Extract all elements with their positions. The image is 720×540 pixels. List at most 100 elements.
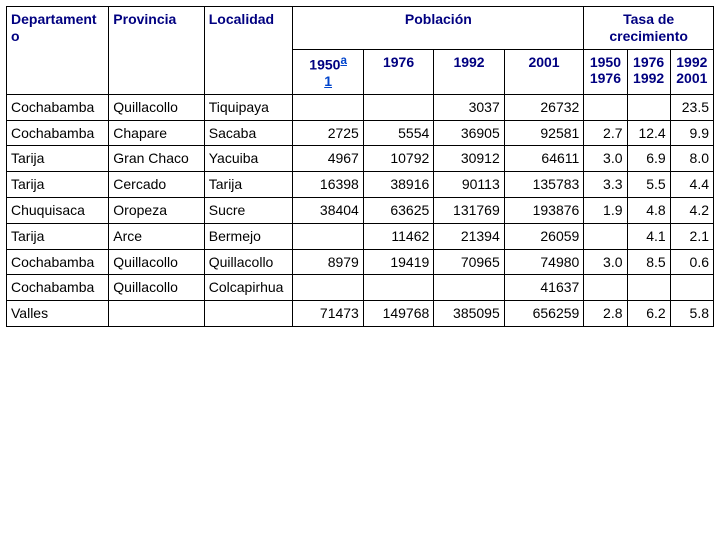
cell-pob-1992: 3037 bbox=[434, 94, 504, 120]
col-1950-footnote[interactable]: 1 bbox=[324, 73, 332, 89]
cell-pob-1976: 19419 bbox=[363, 249, 433, 275]
cell-pob-1992: 385095 bbox=[434, 301, 504, 327]
cell-pob-1976: 11462 bbox=[363, 223, 433, 249]
cell-tasa-1976-1992: 8.5 bbox=[627, 249, 670, 275]
cell-provincia: Chapare bbox=[109, 120, 204, 146]
cell-tasa-1950-1976: 2.8 bbox=[584, 301, 627, 327]
cell-tasa-1992-2001: 9.9 bbox=[670, 120, 713, 146]
cell-departamento: Cochabamba bbox=[7, 94, 109, 120]
cell-localidad: Yacuiba bbox=[204, 146, 293, 172]
col-tasa-1976-1992: 1976 1992 bbox=[627, 49, 670, 94]
cell-departamento: Tarija bbox=[7, 223, 109, 249]
cell-provincia: Cercado bbox=[109, 172, 204, 198]
cell-tasa-1992-2001: 5.8 bbox=[670, 301, 713, 327]
cell-departamento: Tarija bbox=[7, 172, 109, 198]
cell-pob-2001: 193876 bbox=[504, 198, 584, 224]
cell-pob-1992: 70965 bbox=[434, 249, 504, 275]
table-row: TarijaArceBermejo 114622139426059 4.12.1 bbox=[7, 223, 714, 249]
cell-pob-1976 bbox=[363, 94, 433, 120]
cell-pob-1950: 38404 bbox=[293, 198, 363, 224]
cell-pob-1950 bbox=[293, 223, 363, 249]
colgroup-poblacion: Población bbox=[293, 7, 584, 50]
col-2001: 2001 bbox=[504, 49, 584, 94]
col-tasa-1992-2001: 1992 2001 bbox=[670, 49, 713, 94]
cell-pob-1976: 149768 bbox=[363, 301, 433, 327]
cell-departamento: Tarija bbox=[7, 146, 109, 172]
cell-pob-2001: 656259 bbox=[504, 301, 584, 327]
cell-pob-2001: 26059 bbox=[504, 223, 584, 249]
cell-tasa-1992-2001 bbox=[670, 275, 713, 301]
table-row: ChuquisacaOropezaSucre384046362513176919… bbox=[7, 198, 714, 224]
cell-pob-2001: 26732 bbox=[504, 94, 584, 120]
table-row: CochabambaQuillacolloTiquipaya 303726732 2… bbox=[7, 94, 714, 120]
cell-tasa-1950-1976 bbox=[584, 223, 627, 249]
cell-pob-1950 bbox=[293, 94, 363, 120]
cell-pob-2001: 41637 bbox=[504, 275, 584, 301]
cell-pob-1950 bbox=[293, 275, 363, 301]
cell-tasa-1950-1976: 3.0 bbox=[584, 146, 627, 172]
cell-pob-2001: 135783 bbox=[504, 172, 584, 198]
cell-tasa-1976-1992 bbox=[627, 94, 670, 120]
cell-pob-1950: 8979 bbox=[293, 249, 363, 275]
cell-localidad bbox=[204, 301, 293, 327]
col-tasa-1950-1976: 1950 1976 bbox=[584, 49, 627, 94]
cell-departamento: Cochabamba bbox=[7, 249, 109, 275]
cell-pob-1950: 4967 bbox=[293, 146, 363, 172]
table-row: CochabambaQuillacolloQuillacollo89791941… bbox=[7, 249, 714, 275]
cell-tasa-1992-2001: 0.6 bbox=[670, 249, 713, 275]
cell-tasa-1950-1976: 3.3 bbox=[584, 172, 627, 198]
cell-tasa-1992-2001: 4.2 bbox=[670, 198, 713, 224]
table-row: CochabambaChapareSacaba27255554369059258… bbox=[7, 120, 714, 146]
cell-tasa-1950-1976: 3.0 bbox=[584, 249, 627, 275]
cell-pob-1992: 90113 bbox=[434, 172, 504, 198]
cell-pob-1976: 63625 bbox=[363, 198, 433, 224]
cell-tasa-1950-1976 bbox=[584, 275, 627, 301]
cell-tasa-1976-1992: 4.1 bbox=[627, 223, 670, 249]
cell-tasa-1992-2001: 23.5 bbox=[670, 94, 713, 120]
cell-provincia: Arce bbox=[109, 223, 204, 249]
cell-tasa-1976-1992: 12.4 bbox=[627, 120, 670, 146]
cell-tasa-1950-1976 bbox=[584, 94, 627, 120]
cell-localidad: Tarija bbox=[204, 172, 293, 198]
cell-tasa-1950-1976: 2.7 bbox=[584, 120, 627, 146]
col-1950-sup[interactable]: a bbox=[340, 54, 346, 67]
colgroup-tasa: Tasa de crecimiento bbox=[584, 7, 714, 50]
cell-tasa-1992-2001: 8.0 bbox=[670, 146, 713, 172]
col-1976: 1976 bbox=[363, 49, 433, 94]
table-row: CochabambaQuillacolloColcapirhua41637 bbox=[7, 275, 714, 301]
cell-localidad: Bermejo bbox=[204, 223, 293, 249]
cell-provincia bbox=[109, 301, 204, 327]
cell-pob-1992: 36905 bbox=[434, 120, 504, 146]
cell-pob-2001: 92581 bbox=[504, 120, 584, 146]
cell-pob-1950: 16398 bbox=[293, 172, 363, 198]
cell-pob-2001: 64611 bbox=[504, 146, 584, 172]
cell-tasa-1976-1992: 6.2 bbox=[627, 301, 670, 327]
cell-tasa-1976-1992: 5.5 bbox=[627, 172, 670, 198]
cell-pob-1950: 71473 bbox=[293, 301, 363, 327]
cell-tasa-1976-1992: 6.9 bbox=[627, 146, 670, 172]
cell-pob-1992: 21394 bbox=[434, 223, 504, 249]
cell-provincia: Gran Chaco bbox=[109, 146, 204, 172]
cell-tasa-1976-1992: 4.8 bbox=[627, 198, 670, 224]
cell-provincia: Quillacollo bbox=[109, 275, 204, 301]
cell-tasa-1950-1976: 1.9 bbox=[584, 198, 627, 224]
cell-departamento: Cochabamba bbox=[7, 120, 109, 146]
col-1950: 1950a 1 bbox=[293, 49, 363, 94]
cell-provincia: Quillacollo bbox=[109, 249, 204, 275]
cell-provincia: Quillacollo bbox=[109, 94, 204, 120]
table-row: TarijaCercadoTarija163983891690113135783… bbox=[7, 172, 714, 198]
cell-localidad: Tiquipaya bbox=[204, 94, 293, 120]
cell-pob-1976: 38916 bbox=[363, 172, 433, 198]
cell-localidad: Sucre bbox=[204, 198, 293, 224]
cell-departamento: Chuquisaca bbox=[7, 198, 109, 224]
cell-localidad: Sacaba bbox=[204, 120, 293, 146]
cell-pob-1976 bbox=[363, 275, 433, 301]
population-table: Departamento Provincia Localidad Poblaci… bbox=[6, 6, 714, 327]
col-departamento: Departamento bbox=[7, 7, 109, 95]
cell-pob-2001: 74980 bbox=[504, 249, 584, 275]
cell-pob-1976: 10792 bbox=[363, 146, 433, 172]
table-row: Valles714731497683850956562592.86.25.8 bbox=[7, 301, 714, 327]
cell-tasa-1992-2001: 2.1 bbox=[670, 223, 713, 249]
col-localidad: Localidad bbox=[204, 7, 293, 95]
cell-pob-1992: 131769 bbox=[434, 198, 504, 224]
